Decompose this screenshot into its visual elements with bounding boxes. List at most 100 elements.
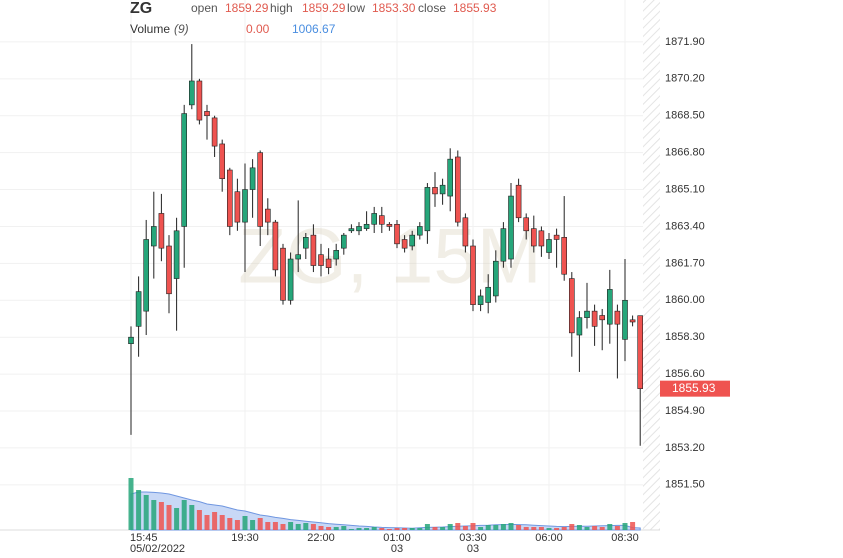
volume-bar	[158, 502, 164, 530]
volume-period: (9)	[174, 22, 189, 36]
volume-value: 0.00	[246, 22, 270, 36]
volume-bar	[440, 527, 446, 530]
candle-body	[439, 184, 446, 195]
volume-bar	[546, 528, 552, 530]
volume-ma-value: 1006.67	[292, 22, 336, 36]
volume-bar	[189, 505, 195, 530]
candle-body	[219, 143, 225, 179]
volume-bar	[386, 529, 392, 530]
volume-bar	[227, 518, 233, 530]
x-tick-label: 01:00	[383, 532, 411, 544]
volume-bar	[234, 520, 240, 530]
volume-bar	[356, 528, 362, 530]
candle-body	[325, 258, 332, 269]
candle-body	[561, 237, 568, 275]
candle-body	[333, 250, 340, 260]
volume-bar	[280, 524, 286, 530]
y-tick-label: 1861.70	[665, 257, 705, 269]
candle-body	[470, 245, 476, 305]
last-price-box	[660, 380, 730, 397]
volume-bar	[371, 527, 377, 530]
volume-bar	[288, 522, 294, 530]
candle-body	[234, 191, 241, 223]
volume-bar	[151, 500, 157, 530]
volume-bar	[523, 527, 529, 530]
candle-body	[523, 217, 530, 232]
volume-bar	[394, 528, 400, 530]
candle-body	[454, 156, 461, 223]
y-tick-label: 1856.60	[665, 368, 705, 380]
volume-bar	[364, 528, 370, 530]
candle-body	[249, 167, 256, 190]
candle-body	[196, 80, 203, 121]
candle-body	[264, 208, 271, 223]
x-tick-label: 08:30	[611, 532, 639, 544]
volume-bar	[242, 516, 248, 530]
volume-bar	[272, 522, 278, 530]
volume-bar	[531, 527, 537, 530]
volume-bar	[592, 526, 598, 530]
candle-body	[371, 213, 378, 225]
candle-body	[591, 310, 598, 327]
candle-body	[363, 223, 370, 229]
candle-body	[553, 234, 560, 240]
y-tick-label: 1866.80	[665, 147, 705, 159]
high-label: high	[270, 1, 293, 15]
volume-bar	[303, 523, 309, 530]
close-label: close	[418, 1, 446, 15]
candle-body	[477, 295, 484, 305]
symbol: ZG	[130, 0, 152, 17]
candle-body	[211, 117, 218, 147]
volume-bar	[569, 524, 575, 530]
candle-body	[143, 239, 149, 312]
candle-body	[629, 319, 636, 323]
volume-bar	[318, 526, 324, 530]
candle-body	[348, 228, 355, 232]
x-tick-label: 15:45	[130, 532, 158, 544]
volume-bar	[166, 505, 172, 530]
candle-body	[151, 226, 157, 247]
candle-body	[280, 247, 286, 301]
candle-body	[409, 234, 416, 247]
candle-body	[394, 223, 400, 245]
candle-body	[128, 336, 134, 345]
volume-bar	[455, 523, 461, 530]
volume-bar	[379, 528, 385, 530]
candle-body	[227, 169, 233, 227]
volume-bar	[143, 495, 149, 530]
candle-body	[576, 317, 583, 336]
open-label: open	[191, 1, 218, 15]
candle-body	[287, 258, 294, 301]
y-tick-label: 1871.90	[665, 36, 705, 48]
volume-bar	[470, 523, 476, 530]
y-tick-label: 1863.40	[665, 220, 705, 232]
volume-bar	[326, 527, 332, 530]
volume-bar	[432, 527, 438, 530]
volume-bar	[599, 527, 605, 530]
open-value: 1859.29	[225, 1, 269, 15]
candle-body	[546, 239, 552, 253]
y-tick-label: 1858.30	[665, 331, 705, 343]
volume-bar	[630, 522, 636, 530]
volume-bar	[310, 524, 316, 530]
volume-bar	[447, 524, 453, 530]
volume-bar	[478, 527, 484, 530]
candle-body	[599, 315, 606, 321]
volume-bar	[576, 525, 582, 530]
candle-body	[356, 226, 362, 232]
volume-bar	[462, 526, 468, 530]
x-tick-sublabel: 03	[391, 543, 403, 555]
volume-bar	[561, 527, 567, 530]
y-tick-label: 1854.90	[665, 405, 705, 417]
y-tick-label: 1868.50	[665, 110, 705, 122]
candle-body	[257, 152, 264, 227]
y-tick-label: 1860.00	[665, 294, 705, 306]
volume-bar	[584, 527, 590, 530]
candle-body	[272, 221, 279, 271]
last-price-label: 1855.93	[672, 381, 716, 395]
volume-bar	[250, 520, 256, 530]
volume-bar	[265, 522, 271, 530]
volume-bar	[554, 528, 560, 530]
candle-body	[447, 158, 454, 197]
